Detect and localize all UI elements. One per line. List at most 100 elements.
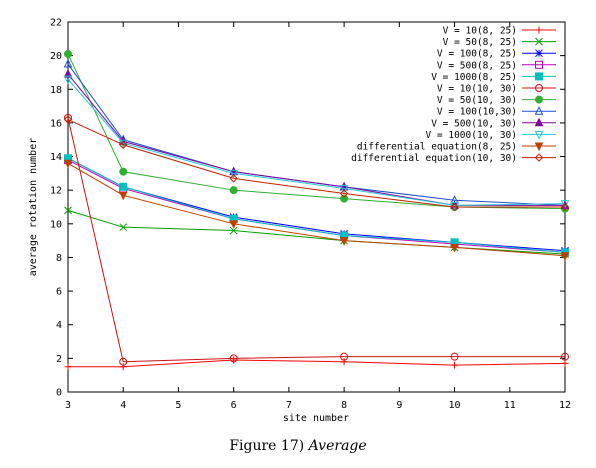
- data-point-marker: [535, 84, 543, 92]
- series-layer: [63, 49, 570, 371]
- y-tick-label: 16: [50, 118, 62, 129]
- legend-label: V = 500(8, 25): [437, 60, 517, 71]
- series-line: [67, 119, 565, 208]
- series-line: [67, 209, 566, 255]
- data-point-marker: [119, 363, 127, 371]
- data-point-marker: [561, 352, 569, 361]
- data-point-marker: [535, 72, 543, 81]
- data-point-marker: [561, 359, 569, 367]
- data-point-marker: [63, 159, 73, 169]
- data-point-marker: [229, 174, 238, 183]
- y-tick-label: 4: [56, 320, 62, 331]
- data-point-marker: [230, 356, 238, 364]
- data-point-marker: [64, 206, 72, 215]
- data-point-marker: [119, 167, 128, 176]
- data-point-marker: [560, 200, 570, 209]
- legend-entry: differential equation(8, 25): [357, 142, 556, 153]
- data-point-marker: [119, 357, 128, 366]
- data-point-marker: [229, 226, 238, 235]
- data-point-marker: [119, 140, 128, 149]
- legend-label: differential equation(10, 30): [351, 153, 517, 164]
- legend-entry: V = 1000(8, 25): [431, 72, 556, 83]
- data-point-marker: [534, 153, 544, 162]
- data-point-marker: [119, 182, 128, 191]
- x-tick-label: 5: [175, 400, 181, 411]
- legend-label: V = 50(10, 30): [437, 95, 517, 106]
- y-tick-label: 18: [50, 85, 62, 96]
- legend-entry: V = 500(8, 25): [437, 60, 556, 71]
- data-point-marker: [63, 58, 73, 68]
- series-line: [67, 78, 566, 206]
- data-point-marker: [119, 223, 128, 232]
- data-point-marker: [534, 130, 544, 140]
- legend-label: differential equation(8, 25): [357, 142, 517, 153]
- x-tick-label: 10: [449, 400, 461, 411]
- data-point-marker: [534, 117, 544, 127]
- y-tick-label: 22: [50, 18, 62, 29]
- data-point-marker: [339, 189, 349, 198]
- data-point-marker: [560, 252, 570, 261]
- data-point-marker: [64, 113, 72, 122]
- x-tick-label: 9: [396, 400, 402, 411]
- data-point-marker: [535, 60, 543, 69]
- y-tick-label: 14: [50, 152, 62, 163]
- x-tick-label: 4: [120, 400, 126, 411]
- y-tick-label: 10: [50, 219, 62, 230]
- caption-label: Figure 17): [229, 438, 305, 454]
- x-tick-label: 6: [231, 400, 237, 411]
- x-tick-label: 8: [341, 400, 347, 411]
- legend-label: V = 1000(10, 30): [425, 130, 517, 141]
- data-point-marker: [451, 361, 459, 369]
- legend-label: V = 100(8, 25): [437, 49, 517, 60]
- legend-entry: V = 500(10, 30): [431, 117, 556, 129]
- data-point-marker: [63, 115, 73, 124]
- x-tick-label: 12: [559, 400, 571, 411]
- data-point-marker: [534, 106, 544, 115]
- series-12: [63, 115, 570, 212]
- data-point-marker: [535, 95, 543, 104]
- data-point-marker: [64, 49, 72, 58]
- legend-label: V = 1000(8, 25): [431, 72, 517, 83]
- legend-entry: V = 100(8, 25): [437, 49, 556, 60]
- data-point-marker: [339, 237, 349, 246]
- data-point-marker: [535, 49, 543, 58]
- data-point-marker: [64, 363, 72, 371]
- series-1: [64, 356, 569, 371]
- series-4: [64, 155, 569, 257]
- y-tick-label: 0: [56, 388, 62, 399]
- y-tick-label: 2: [56, 354, 62, 365]
- legend: V = 10(8, 25)V = 50(8, 25)V = 100(8, 25)…: [351, 26, 556, 164]
- data-point-marker: [450, 243, 459, 253]
- legend-entry: V = 100(10,30): [437, 106, 556, 118]
- series-11: [63, 159, 570, 261]
- series-6: [64, 113, 569, 366]
- data-point-marker: [63, 75, 73, 85]
- legend-label: V = 100(10,30): [437, 107, 517, 118]
- series-line: [68, 359, 566, 368]
- legend-entry: V = 50(10, 30): [437, 95, 556, 106]
- data-point-marker: [229, 186, 238, 195]
- legend-entry: V = 10(10, 30): [437, 84, 556, 95]
- data-point-marker: [229, 354, 238, 363]
- x-axis-label: site number: [283, 413, 349, 424]
- data-point-marker: [535, 26, 543, 34]
- series-line: [67, 162, 566, 257]
- legend-label: V = 500(10, 30): [431, 118, 517, 129]
- data-point-marker: [534, 142, 544, 152]
- series-line: [67, 117, 565, 363]
- x-tick-label: 3: [65, 400, 71, 411]
- legend-entry: V = 50(8, 25): [443, 37, 556, 48]
- figure-caption: Figure 17) Average: [0, 438, 596, 454]
- data-point-marker: [340, 352, 349, 361]
- legend-entry: V = 10(8, 25): [443, 26, 556, 37]
- legend-label: V = 10(8, 25): [443, 26, 517, 37]
- caption-title: Average: [308, 438, 367, 454]
- line-chart: 3 4 5 6 7 8 9 10 11 12 0 2 4 6 8 10 12 14 16 18 20 22 V = 10(…: [28, 18, 571, 425]
- series-line: [67, 157, 566, 253]
- data-point-marker: [340, 358, 348, 366]
- y-tick-label: 12: [50, 186, 62, 197]
- data-point-marker: [339, 185, 349, 194]
- y-axis-label: average rotation number: [28, 138, 39, 276]
- data-point-marker: [229, 220, 238, 229]
- legend-entry: differential equation(10, 30): [351, 153, 556, 164]
